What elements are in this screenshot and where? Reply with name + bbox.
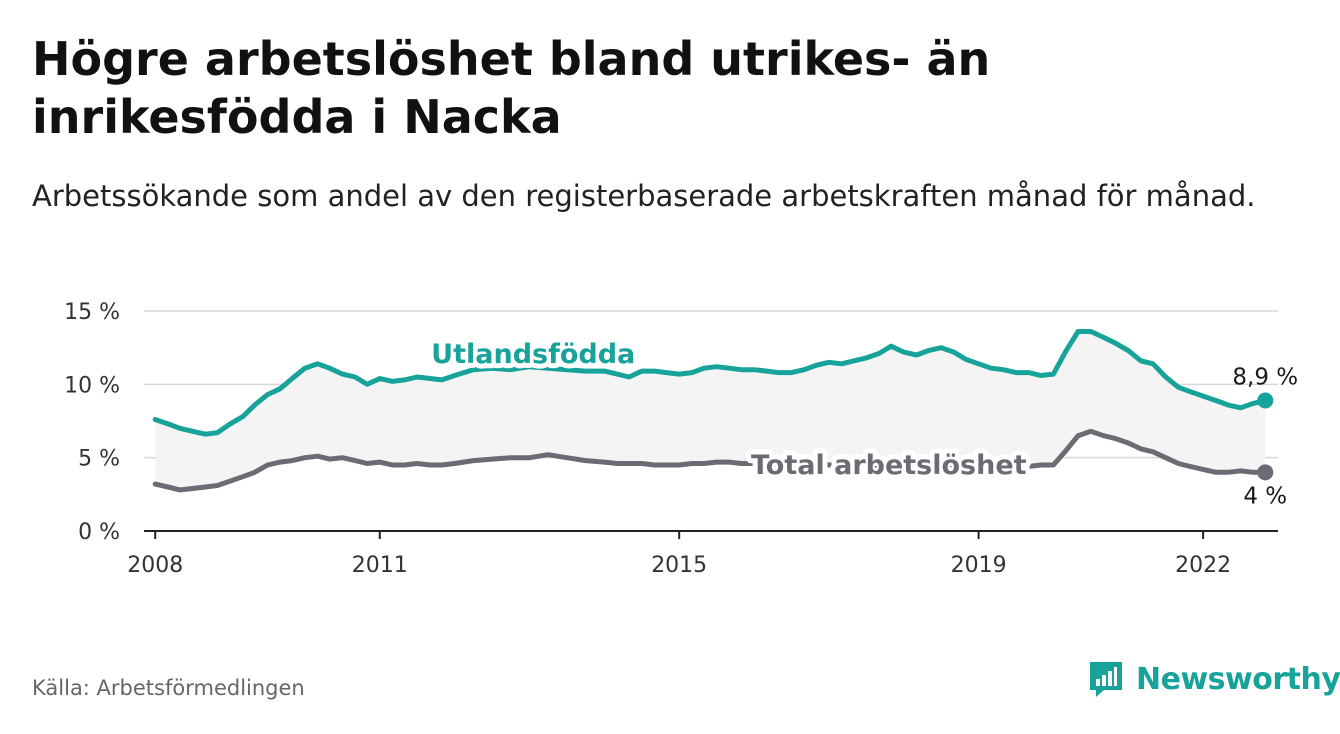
total-unemployment-series-label: Total arbetslöshet (751, 450, 1027, 481)
total-unemployment-end-point (1257, 464, 1274, 481)
axes: 0 % 5 % 10 % 15 % 2008 2011 2015 2019 2022 (64, 300, 1278, 578)
foreign-born-end-label: 8,9 % (1232, 364, 1298, 390)
x-tick-label: 2011 (352, 553, 408, 578)
chart-title: Högre arbetslöshet bland utrikes- än inr… (32, 32, 991, 144)
total-unemployment-line (152, 428, 1268, 493)
x-tick-label: 2008 (127, 553, 183, 578)
foreign-born-line (152, 329, 1268, 437)
brand-name: Newsworthy (1136, 661, 1340, 697)
total-unemployment-end-label: 4 % (1243, 483, 1287, 509)
foreign-born-series-label-halo: Utlandsfödda (431, 339, 635, 370)
foreign-born-end-point (1257, 392, 1274, 409)
y-tick-label: 5 % (78, 447, 120, 472)
total-unemployment-series-label-halo: Total arbetslöshet (751, 450, 1027, 481)
foreign-born-series-label: Utlandsfödda (431, 339, 635, 370)
y-tick-label: 0 % (78, 520, 120, 545)
x-tick-label: 2022 (1175, 553, 1231, 578)
chart-subtitle: Arbetssökande som andel av den registerb… (32, 179, 1256, 213)
source-note: Källa: Arbetsförmedlingen (32, 676, 305, 700)
gap-band (155, 331, 1266, 490)
y-tick-label: 15 % (64, 300, 120, 325)
bar-chart-icon (1090, 662, 1122, 697)
y-tick-label: 10 % (64, 373, 120, 398)
x-tick-label: 2015 (651, 553, 707, 578)
x-tick-label: 2019 (951, 553, 1007, 578)
line-chart: 0 % 5 % 10 % 15 % 2008 2011 2015 2019 2022 8,9 %… (64, 300, 1298, 578)
brand-logo: Newsworthy (1088, 660, 1340, 698)
series-lines (152, 329, 1274, 493)
